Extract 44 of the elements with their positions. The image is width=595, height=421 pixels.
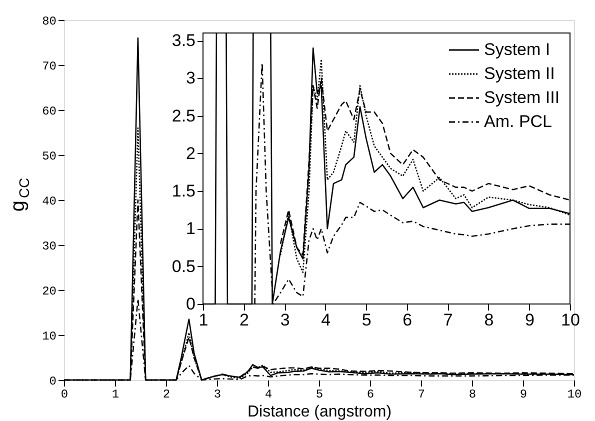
x-tick-label: 0: [60, 388, 68, 402]
y-axis-title: gCC: [7, 178, 32, 212]
x-tick-label: 10: [561, 310, 580, 330]
y-tick-label: 20: [42, 284, 56, 298]
y-tick-label: 1.5: [172, 182, 196, 201]
x-tick-label: 4: [321, 310, 331, 330]
y-tick-label: 0.5: [172, 256, 196, 276]
x-tick-label: 9: [524, 310, 534, 330]
x-tick-label: 8: [468, 388, 476, 402]
y-tick-label: 30: [42, 240, 56, 254]
x-tick-label: 7: [418, 388, 426, 402]
x-tick-label: 10: [567, 388, 582, 402]
y-tick-label: 0: [49, 374, 56, 388]
x-tick-label: 9: [520, 388, 528, 402]
y-tick-label: 3: [186, 68, 196, 88]
y-tick-label: 2: [186, 144, 196, 163]
x-axis-title: Distance (angstrom): [247, 404, 392, 420]
y-tick-label: 1: [186, 219, 196, 238]
y-tick-label: 3.5: [172, 31, 196, 50]
x-tick-label: 6: [402, 310, 412, 330]
x-tick-label: 5: [316, 388, 324, 402]
y-tick-label: 60: [42, 104, 56, 118]
y-tick-label: 70: [42, 60, 56, 74]
x-tick-label: 3: [214, 388, 222, 402]
x-tick-label: 4: [264, 388, 272, 402]
x-tick-label: 3: [280, 310, 290, 330]
y-tick-label: 50: [42, 150, 56, 164]
legend-label: System III: [484, 88, 560, 107]
x-tick-label: 1: [198, 310, 208, 330]
legend-label: Am. PCL: [484, 112, 552, 131]
y-tick-label: 2.5: [172, 106, 196, 126]
x-tick-label: 5: [362, 310, 372, 330]
x-tick-label: 1: [112, 388, 120, 402]
y-tick-label: 10: [42, 330, 56, 344]
y-tick-label: 0: [186, 294, 196, 314]
x-tick-label: 8: [484, 310, 494, 330]
x-tick-label: 2: [240, 310, 250, 330]
y-tick-label: 80: [42, 14, 56, 28]
x-tick-label: 2: [162, 388, 170, 402]
x-tick-label: 7: [443, 310, 453, 330]
x-tick-label: 6: [366, 388, 374, 402]
legend-label: System II: [484, 64, 555, 83]
legend-label: System I: [484, 40, 550, 59]
y-tick-label: 40: [42, 194, 56, 208]
